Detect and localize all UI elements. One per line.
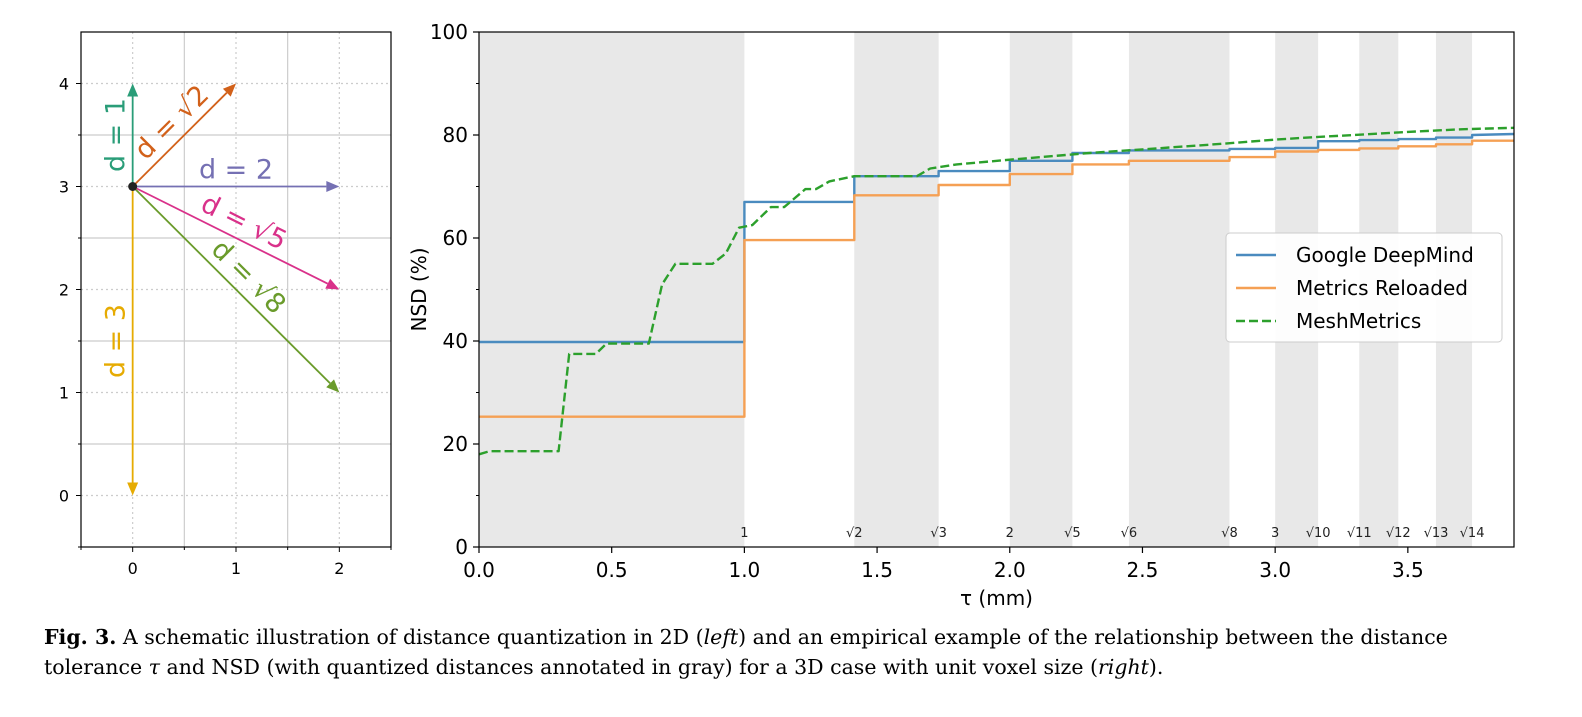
x-tick-label: 0 xyxy=(128,559,138,578)
y-tick-label: 0 xyxy=(59,487,69,506)
quantization-band xyxy=(1009,32,1073,547)
y-tick-label: 60 xyxy=(443,226,468,250)
series-line xyxy=(478,126,1515,456)
arrow-head xyxy=(326,181,340,192)
quantization-band xyxy=(854,32,939,547)
x-tick-label: 2.0 xyxy=(994,558,1026,582)
quantized-distance-label: 1 xyxy=(740,526,748,541)
caption-text-1: A schematic illustration of distance qua… xyxy=(116,625,704,649)
y-tick-label: 20 xyxy=(443,432,468,456)
arrow-label: d = 2 xyxy=(199,155,273,186)
arrow-label: d = 1 xyxy=(101,98,132,172)
x-tick-label: 3.5 xyxy=(1392,558,1424,582)
x-tick-label: 3.0 xyxy=(1259,558,1291,582)
arrow-shaft xyxy=(132,185,331,384)
legend-entry: Google DeepMind xyxy=(1296,243,1474,267)
quantized-distance-label: √2 xyxy=(846,526,863,541)
nsd-tolerance-chart: 1 √2 √3 2 √5 √6 √8 3 √10 √11 √12 √13 √14 0.0 0.5 1.0 1.5… xyxy=(407,20,1515,610)
quantized-distance-label: √11 xyxy=(1347,526,1372,541)
quantized-distance-label: √12 xyxy=(1386,526,1411,541)
arrow-label: d = √2 xyxy=(129,79,216,165)
quantized-distance-label: √6 xyxy=(1121,526,1138,541)
quantized-distance-label: 2 xyxy=(1006,526,1014,541)
x-tick-label: 1 xyxy=(231,559,241,578)
caption-text-3: and NSD (with quantized distances annota… xyxy=(159,655,1098,679)
y-tick-label: 40 xyxy=(443,329,468,353)
y-tick-label: 0 xyxy=(455,535,468,559)
y-tick-label: 2 xyxy=(59,281,69,300)
legend-entry: Metrics Reloaded xyxy=(1296,276,1468,300)
y-tick-label: 1 xyxy=(59,384,69,403)
y-tick-label: 4 xyxy=(59,75,69,94)
caption-text-2: ) and an empirical example of the relati… xyxy=(44,625,1448,679)
arrow-shaft xyxy=(132,185,329,285)
x-tick-label: 0.5 xyxy=(596,558,628,582)
y-tick-label: 3 xyxy=(59,178,69,197)
legend-entry: MeshMetrics xyxy=(1296,309,1421,333)
caption-right: right xyxy=(1097,655,1149,679)
arrow-shaft xyxy=(132,92,228,188)
x-tick-label: 0.0 xyxy=(463,558,495,582)
caption-left: left xyxy=(703,625,739,649)
arrow-label: d = √5 xyxy=(196,188,292,256)
quantized-distance-label: √5 xyxy=(1064,526,1081,541)
x-tick-label: 1.5 xyxy=(861,558,893,582)
arrow-head xyxy=(222,83,236,97)
x-tick-label: 1.0 xyxy=(728,558,760,582)
arrow-head xyxy=(326,379,340,393)
caption-tau: τ xyxy=(148,655,160,679)
y-tick-label: 80 xyxy=(443,123,468,147)
series-line xyxy=(479,139,1514,418)
quantization-band xyxy=(1128,32,1230,547)
y-tick-label: 100 xyxy=(430,20,468,44)
legend-box xyxy=(1225,232,1503,343)
quantization-band xyxy=(479,32,745,547)
y-axis-label: NSD (%) xyxy=(407,247,431,331)
y-axis-label-text: NSD (%) xyxy=(407,247,431,331)
arrow-head xyxy=(325,278,340,290)
quantized-distance-label: √14 xyxy=(1460,526,1485,541)
quantized-distance-label: 3 xyxy=(1271,526,1279,541)
origin-point xyxy=(128,182,138,191)
quantized-distance-label: √10 xyxy=(1306,526,1331,541)
x-tick-label: 2 xyxy=(334,559,344,578)
quantized-distance-label: √13 xyxy=(1424,526,1449,541)
quantized-distance-label: √8 xyxy=(1221,526,1238,541)
caption-text-4: ). xyxy=(1148,655,1164,679)
arrow-head xyxy=(127,83,139,97)
quantized-distance-label: √3 xyxy=(930,526,947,541)
arrow-head xyxy=(127,482,139,496)
arrow-label: d = 3 xyxy=(101,304,132,378)
figure-caption: Fig. 3. A schematic illustration of dist… xyxy=(44,622,1544,682)
caption-label: Fig. 3. xyxy=(44,625,117,649)
x-tick-label: 2.5 xyxy=(1127,558,1159,582)
x-axis-label: τ (mm) xyxy=(960,586,1033,610)
